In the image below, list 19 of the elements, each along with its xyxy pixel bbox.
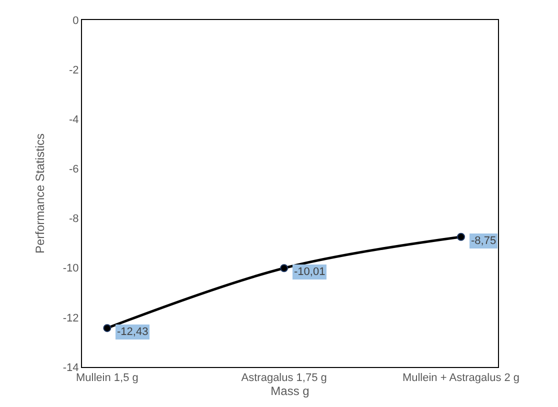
x-axis-title: Mass g: [270, 384, 310, 398]
point: [457, 232, 465, 241]
y-tick-label: 0: [72, 14, 79, 27]
y-tick-label: -6: [69, 164, 79, 176]
y-tick-label: -14: [62, 362, 79, 374]
y-tick-label: -10: [62, 262, 79, 275]
y-axis-title: Performance Statistics: [33, 133, 48, 254]
x-tick-label: Mullein 1,5 g: [76, 372, 138, 384]
data-label: -10,01: [294, 266, 326, 278]
data-label: -8,75: [471, 235, 496, 247]
y-tick-label: -4: [69, 114, 79, 126]
x-tick-label: Astragalus 1,75 g: [241, 372, 327, 384]
point: [280, 264, 288, 272]
x-tick-label: Mullein + Astragalus 2 g: [402, 372, 520, 384]
data-label: -12,43: [117, 326, 148, 338]
y-tick-label: -12: [62, 312, 79, 324]
y-tick-label: -8: [69, 213, 79, 226]
point: [103, 324, 112, 332]
y-tick-label: -2: [69, 64, 79, 76]
